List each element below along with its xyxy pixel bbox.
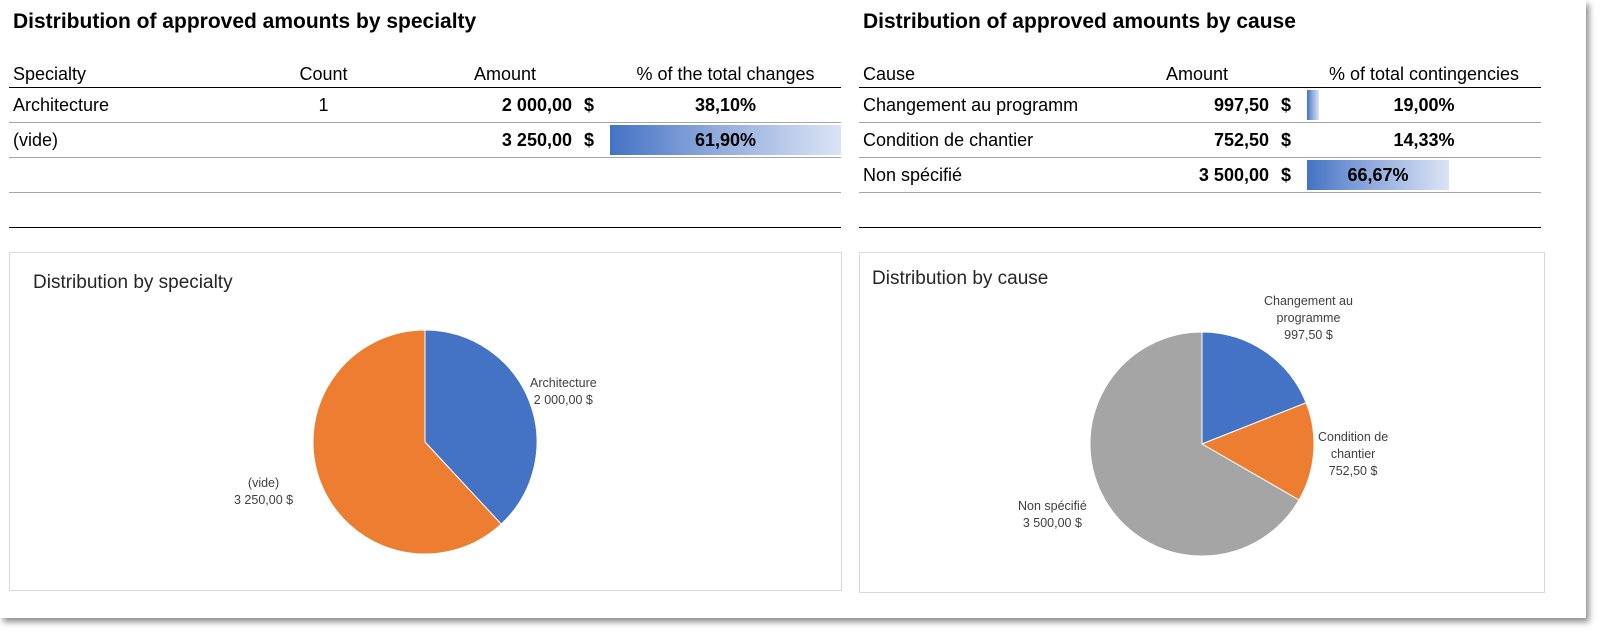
pie-chart xyxy=(312,329,538,555)
data-label-category: programme xyxy=(1276,311,1341,325)
data-bar xyxy=(1307,160,1449,190)
cause-amount-cell: 3 500,00 $ xyxy=(1087,157,1307,193)
col-header-count: Count xyxy=(247,62,400,88)
cause-chart[interactable]: Distribution by cause Changement au prog… xyxy=(859,252,1545,593)
cause-pct-cell: 14,33% xyxy=(1307,122,1541,158)
table-row[interactable]: Architecture 1 2 000,00 $ 38,10% xyxy=(9,87,841,123)
cause-amount-cell: 997,50 $ xyxy=(1087,87,1307,123)
cause-pct-cell: 19,00% xyxy=(1307,87,1541,123)
data-label-value: 752,50 $ xyxy=(1328,464,1378,478)
cause-name: Non spécifié xyxy=(859,157,1087,193)
data-label: Non spécifié 3 500,00 $ xyxy=(1018,498,1087,532)
currency-symbol: $ xyxy=(1280,94,1291,115)
amount-value: 3 250,00 xyxy=(501,129,572,150)
table-row[interactable]: Condition de chantier 752,50 $ 14,33% xyxy=(859,122,1541,158)
data-label: Architecture 2 000,00 $ xyxy=(530,375,597,409)
report-sheet: Distribution of approved amounts by spec… xyxy=(9,10,1545,593)
data-label-value: 997,50 $ xyxy=(1284,328,1333,342)
cause-name: Condition de chantier xyxy=(859,122,1087,158)
amount-value: 997,50 xyxy=(1213,94,1269,115)
chart-title: Distribution by specialty xyxy=(33,272,233,293)
specialty-section-title: Distribution of approved amounts by spec… xyxy=(13,10,477,33)
chart-title: Distribution by cause xyxy=(872,268,1049,289)
specialty-count: 1 xyxy=(247,87,400,123)
specialty-pct-cell: 38,10% xyxy=(610,87,841,123)
col-header-cause: Cause xyxy=(859,62,1087,88)
currency-symbol: $ xyxy=(583,94,594,115)
pct-value: 19,00% xyxy=(1393,95,1455,115)
currency-symbol: $ xyxy=(583,129,594,150)
specialty-table: Specialty Count Amount % of the total ch… xyxy=(9,62,841,228)
col-header-amount: Amount xyxy=(400,62,610,88)
specialty-count xyxy=(247,122,400,158)
empty-row xyxy=(9,157,841,193)
data-label-value: 3 250,00 $ xyxy=(234,493,294,507)
amount-value: 3 500,00 xyxy=(1198,164,1269,185)
cause-table-header: Cause Amount % of total contingencies xyxy=(859,62,1541,88)
pct-value: 61,90% xyxy=(694,130,757,150)
specialty-name: (vide) xyxy=(9,122,247,158)
data-label: Changement au programme 997,50 $ xyxy=(1264,293,1353,344)
specialty-table-header: Specialty Count Amount % of the total ch… xyxy=(9,62,841,88)
cause-section-title: Distribution of approved amounts by caus… xyxy=(863,10,1296,33)
data-label-category: Condition de xyxy=(1318,430,1389,444)
data-label-value: 2 000,00 $ xyxy=(533,393,593,407)
data-bar xyxy=(1307,90,1319,120)
pie-slice-vide[interactable] xyxy=(312,329,502,555)
specialty-chart[interactable]: Distribution by specialty Architecture 2… xyxy=(9,252,842,591)
pie-chart xyxy=(1089,331,1315,557)
data-label-category: chantier xyxy=(1330,447,1376,461)
col-header-specialty: Specialty xyxy=(9,62,247,88)
table-row[interactable]: Changement au programm 997,50 $ 19,00% xyxy=(859,87,1541,123)
cause-pct-cell: 66,67% xyxy=(1307,157,1541,193)
col-header-amount: Amount xyxy=(1087,62,1307,88)
pct-value: 38,10% xyxy=(694,95,757,115)
currency-symbol: $ xyxy=(1280,129,1291,150)
pie-slice-non-sp-cifi[interactable] xyxy=(1089,331,1300,557)
data-bar xyxy=(610,125,841,155)
data-label: Condition de chantier 752,50 $ xyxy=(1318,429,1388,480)
data-label-category: Changement au xyxy=(1264,294,1353,308)
cause-amount-cell: 752,50 $ xyxy=(1087,122,1307,158)
col-header-pct: % of the total changes xyxy=(610,62,841,88)
col-header-pct: % of total contingencies xyxy=(1307,62,1541,88)
data-label-category: (vide) xyxy=(247,476,280,490)
amount-value: 2 000,00 xyxy=(501,94,572,115)
pie-slice-architecture[interactable] xyxy=(424,329,538,525)
table-row[interactable]: Non spécifié 3 500,00 $ 66,67% xyxy=(859,157,1541,193)
data-label-category: Non spécifié xyxy=(1018,499,1087,513)
cause-name: Changement au programm xyxy=(859,87,1087,123)
data-label: (vide) 3 250,00 $ xyxy=(234,475,293,509)
specialty-amount-cell: 2 000,00 $ xyxy=(400,87,610,123)
pie-slice-changement-au-programme[interactable] xyxy=(1201,331,1307,445)
data-label-value: 3 500,00 $ xyxy=(1022,516,1082,530)
cause-table: Cause Amount % of total contingencies Ch… xyxy=(859,62,1541,228)
specialty-pct-cell: 61,90% xyxy=(610,122,841,158)
amount-value: 752,50 xyxy=(1213,129,1269,150)
pct-value: 14,33% xyxy=(1393,130,1455,150)
empty-row xyxy=(9,192,841,228)
specialty-name: Architecture xyxy=(9,87,247,123)
currency-symbol: $ xyxy=(1280,164,1291,185)
empty-row xyxy=(859,192,1541,228)
data-label-category: Architecture xyxy=(530,376,597,390)
pie-slice-condition-de-chantier[interactable] xyxy=(1200,402,1315,501)
specialty-amount-cell: 3 250,00 $ xyxy=(400,122,610,158)
table-row[interactable]: (vide) 3 250,00 $ 61,90% xyxy=(9,122,841,158)
pct-value: 66,67% xyxy=(1347,165,1409,185)
